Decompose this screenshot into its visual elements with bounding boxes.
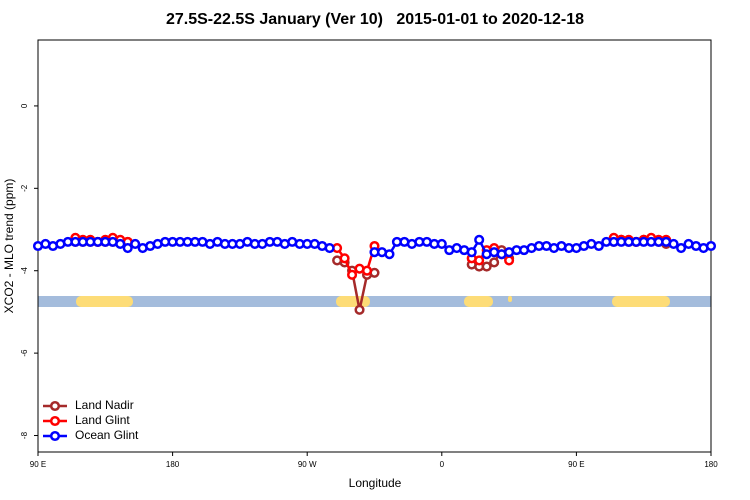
x-axis-label: Longitude: [349, 476, 402, 490]
legend-label: Land Nadir: [75, 398, 134, 412]
point: [354, 304, 365, 315]
point: [504, 255, 515, 266]
point: [593, 240, 604, 252]
x-tick-label: 0: [440, 460, 445, 469]
point: [436, 238, 447, 249]
y-tick-label: -4: [20, 267, 29, 275]
legend-label: Ocean Glint: [75, 428, 139, 442]
legend-label: Land Glint: [75, 413, 130, 427]
point: [324, 243, 335, 254]
legend-marker: [49, 415, 61, 427]
y-tick-label: 0: [20, 103, 29, 108]
chart-title: 27.5S-22.5S January (Ver 10) 2015-01-01 …: [166, 11, 584, 28]
point: [474, 234, 485, 245]
ocean-band: [38, 296, 711, 307]
land-band: [76, 296, 133, 307]
point: [676, 243, 687, 254]
x-tick-label: 180: [166, 460, 180, 469]
point: [474, 255, 485, 266]
x-tick-label: 180: [704, 460, 718, 469]
x-tick-label: 90 E: [30, 460, 46, 469]
x-tick-label: 90 W: [298, 460, 317, 469]
x-tick-label: 90 E: [568, 460, 584, 469]
point: [384, 249, 395, 260]
point: [361, 265, 373, 276]
legend-marker: [49, 430, 61, 442]
point: [122, 243, 133, 254]
point: [347, 269, 358, 280]
land-band: [336, 296, 370, 307]
point: [115, 238, 126, 249]
land-band: [508, 296, 512, 302]
point: [668, 238, 679, 249]
point: [130, 238, 141, 249]
point: [466, 247, 477, 258]
land-band: [612, 296, 670, 307]
point: [481, 261, 492, 272]
y-tick-label: -8: [20, 431, 29, 439]
y-axis-label: XCO2 - MLO trend (ppm): [2, 179, 16, 314]
point: [705, 240, 717, 252]
land-band: [464, 296, 493, 307]
y-tick-label: -2: [20, 184, 29, 192]
point: [339, 253, 350, 264]
point: [489, 257, 500, 268]
legend-marker: [49, 400, 61, 412]
y-tick-label: -6: [20, 349, 29, 357]
